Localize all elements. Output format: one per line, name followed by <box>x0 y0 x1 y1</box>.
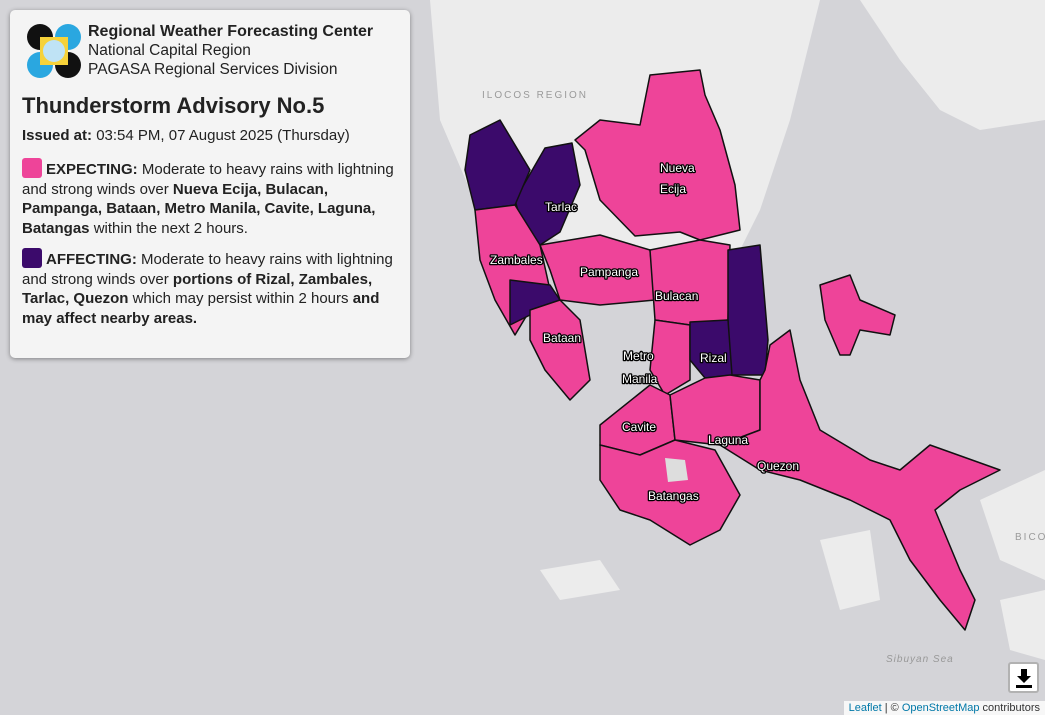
map-attribution: Leaflet | © OpenStreetMap contributors <box>843 701 1045 715</box>
province-bulacan[interactable] <box>649 239 731 326</box>
region-name: National Capital Region <box>88 42 251 59</box>
expecting-swatch <box>22 158 42 178</box>
province-quezon[interactable] <box>719 329 1001 631</box>
label-laguna: Laguna <box>708 433 748 447</box>
affecting-label: AFFECTING: <box>46 251 137 268</box>
expecting-legend: EXPECTING: Moderate to heavy rains with … <box>22 158 398 238</box>
label-nueva-ecija-1: Nueva <box>660 161 695 175</box>
label-cavite: Cavite <box>622 420 656 434</box>
advisory-panel: Regional Weather Forecasting Center Nati… <box>10 10 410 358</box>
affecting-text-end: and may affect nearby areas. <box>22 290 380 327</box>
expecting-areas: Nueva Ecija, Bulacan, Pampanga, Bataan, … <box>22 180 376 237</box>
attribution-suffix: contributors <box>979 702 1040 714</box>
province-nueva-ecija[interactable] <box>574 69 741 241</box>
download-button[interactable] <box>1008 662 1039 693</box>
province-batangas[interactable] <box>599 439 741 546</box>
affecting-areas: portions of Rizal, Zambales, Tarlac, Que… <box>22 270 373 308</box>
label-bataan: Bataan <box>543 331 581 345</box>
label-metro-manila-2: Manila <box>622 372 658 386</box>
download-icon <box>1015 668 1032 688</box>
affecting-legend: AFFECTING: Moderate to heavy rains with … <box>22 248 398 328</box>
affecting-swatch <box>22 248 42 268</box>
division-name: PAGASA Regional Services Division <box>88 61 338 78</box>
pagasa-logo <box>27 23 81 78</box>
label-batangas: Batangas <box>648 489 699 503</box>
advisory-title: Thunderstorm Advisory No.5 <box>22 93 325 118</box>
label-bulacan: Bulacan <box>655 289 698 303</box>
issued-value: 03:54 PM, 07 August 2025 (Thursday) <box>96 127 350 144</box>
lake-taal <box>665 458 688 482</box>
affecting-text: Moderate to heavy rains with lightning a… <box>22 251 393 288</box>
province-quezon-north[interactable] <box>727 244 769 376</box>
osm-link[interactable]: OpenStreetMap <box>901 702 980 714</box>
geo-label-ilocos: ILOCOS REGION <box>482 90 588 101</box>
geo-label-bicol: BICO <box>1015 532 1045 543</box>
province-quezon-islands[interactable] <box>819 274 896 356</box>
expecting-label: EXPECTING: <box>46 161 138 178</box>
label-rizal: Rizal <box>700 351 727 365</box>
province-rizal[interactable] <box>689 319 733 379</box>
geo-label-sibuyan-sea: Sibuyan Sea <box>886 654 954 665</box>
label-quezon: Quezon <box>757 459 799 473</box>
leaflet-link[interactable]: Leaflet <box>848 702 882 714</box>
label-pampanga: Pampanga <box>580 265 638 279</box>
expecting-text: Moderate to heavy rains with lightning a… <box>22 161 394 198</box>
province-bataan[interactable] <box>529 299 591 401</box>
label-metro-manila-1: Metro <box>623 349 654 363</box>
attribution-sep: | © <box>881 702 902 714</box>
org-name: Regional Weather Forecasting Center <box>88 23 374 40</box>
label-nueva-ecija-2: Ecija <box>660 182 686 196</box>
province-pampanga[interactable] <box>539 234 656 306</box>
issued-label: Issued at: <box>22 127 93 144</box>
province-metro-manila[interactable] <box>649 319 691 396</box>
label-zambales: Zambales <box>490 253 543 267</box>
label-tarlac: Tarlac <box>545 200 577 214</box>
expecting-text-end: within the next 2 hours. <box>93 219 248 237</box>
affecting-text-mid: which may persist within 2 hours <box>132 290 349 307</box>
